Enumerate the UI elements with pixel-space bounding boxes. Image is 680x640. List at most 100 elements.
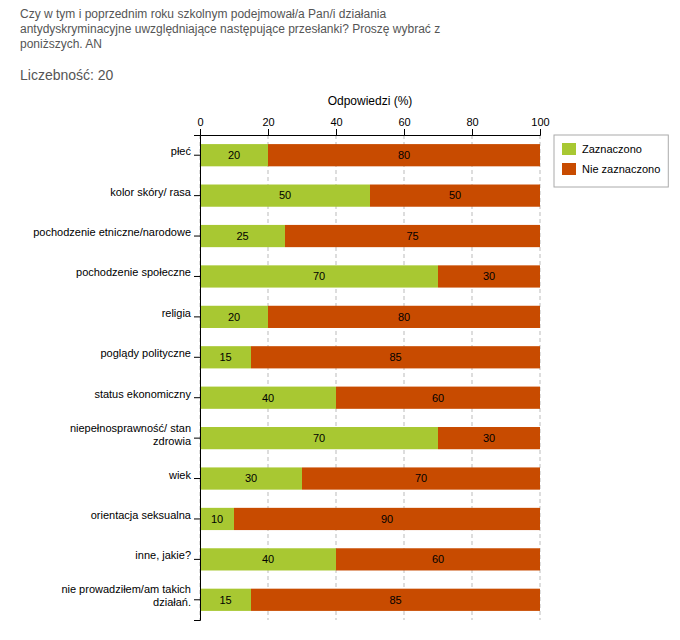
series bbox=[234, 144, 540, 611]
data-labels: 2050257020154070301040158050753080856030… bbox=[211, 149, 495, 606]
legend-frame bbox=[554, 135, 668, 187]
text-line: płeć bbox=[171, 145, 192, 157]
bar bbox=[438, 265, 540, 287]
tick: nie prowadziłem/am takichdziałań. bbox=[61, 583, 200, 608]
bar bbox=[268, 144, 540, 166]
bar bbox=[336, 387, 540, 409]
bar bbox=[200, 508, 234, 530]
bar bbox=[200, 144, 268, 166]
tick-label: 60 bbox=[398, 116, 410, 128]
data-label: 85 bbox=[389, 351, 401, 363]
x-axis-title: Odpowiedzi (%) bbox=[328, 94, 413, 108]
tick: niepełnosprawność/ stanzdrowia bbox=[70, 422, 200, 447]
bar bbox=[251, 589, 540, 611]
tick-label: orientacja seksualna bbox=[91, 509, 192, 521]
legend-label: Zaznaczono bbox=[582, 143, 642, 155]
tick: 40 bbox=[330, 116, 342, 135]
bar bbox=[438, 427, 540, 449]
tick-mark bbox=[194, 478, 200, 479]
axis-line bbox=[194, 136, 201, 621]
tick-mark bbox=[194, 316, 200, 317]
data-label: 75 bbox=[406, 230, 418, 242]
chart: Czy w tym i poprzednim roku szkolnym pod… bbox=[0, 0, 680, 640]
data-label: 20 bbox=[228, 311, 240, 323]
text-line: niepełnosprawność/ stan bbox=[70, 422, 191, 434]
data-label: 40 bbox=[262, 553, 274, 565]
legend-swatch bbox=[562, 143, 576, 155]
tick-mark bbox=[336, 129, 337, 135]
grid-line bbox=[404, 135, 405, 620]
text-line: antydyskryminacyjne uwzględniające nastę… bbox=[20, 22, 440, 36]
tick-label: 100 bbox=[531, 116, 549, 128]
data-label: 10 bbox=[211, 513, 223, 525]
bar bbox=[251, 346, 540, 368]
grid-line bbox=[336, 135, 337, 620]
y-axis: płeć kolor skóry/ rasa pochodzenie etniczn… bbox=[33, 136, 200, 621]
text-line: wiek bbox=[168, 469, 192, 481]
tick: wiek bbox=[168, 469, 200, 481]
tick: inne, jakie? bbox=[135, 549, 200, 561]
tick-label: poglądy polityczne bbox=[100, 347, 191, 359]
data-label: 40 bbox=[262, 392, 274, 404]
tick-mark bbox=[194, 559, 200, 560]
tick-mark bbox=[200, 129, 201, 135]
tick-label: 0 bbox=[197, 116, 203, 128]
tick-label: 80 bbox=[466, 116, 478, 128]
tick-label: status ekonomiczny bbox=[94, 388, 191, 400]
legend-item: Zaznaczono bbox=[562, 143, 642, 155]
text-line: poniższych. AN bbox=[20, 37, 102, 51]
tick: poglądy polityczne bbox=[100, 347, 200, 359]
data-label: 20 bbox=[228, 149, 240, 161]
tick-label: kolor skóry/ rasa bbox=[110, 186, 192, 198]
tick-mark bbox=[194, 518, 200, 519]
subtitle: Liczebność: 20 bbox=[20, 67, 114, 83]
tick: religia bbox=[162, 307, 200, 319]
tick: pochodzenie etniczne/narodowe bbox=[33, 226, 200, 238]
bar bbox=[200, 589, 251, 611]
text-line: orientacja seksualna bbox=[91, 509, 192, 521]
text-line: pochodzenie etniczne/narodowe bbox=[33, 226, 191, 238]
data-label: 60 bbox=[432, 392, 444, 404]
bar bbox=[370, 185, 540, 207]
tick-mark bbox=[472, 129, 473, 135]
series bbox=[200, 144, 438, 611]
tick-mark bbox=[194, 397, 200, 398]
data-label: 85 bbox=[389, 594, 401, 606]
tick-mark bbox=[194, 438, 200, 439]
bar bbox=[302, 467, 540, 489]
plot: 2050257020154070301040158050753080856030… bbox=[33, 94, 668, 621]
tick-mark bbox=[540, 129, 541, 135]
grid-line bbox=[268, 135, 269, 620]
text-line: pochodzenie społeczne bbox=[76, 266, 191, 278]
tick-mark bbox=[404, 129, 405, 135]
data-label: 50 bbox=[279, 189, 291, 201]
bar bbox=[200, 427, 438, 449]
data-label: 70 bbox=[313, 270, 325, 282]
bar bbox=[200, 346, 251, 368]
text-line: inne, jakie? bbox=[135, 549, 191, 561]
data-label: 30 bbox=[483, 270, 495, 282]
bar bbox=[200, 185, 370, 207]
bar bbox=[285, 225, 540, 247]
tick: 60 bbox=[398, 116, 410, 135]
legend: ZaznaczonoNie zaznaczono bbox=[554, 135, 668, 187]
data-label: 30 bbox=[483, 432, 495, 444]
text-line: status ekonomiczny bbox=[94, 388, 191, 400]
tick-mark bbox=[194, 236, 200, 237]
text-line: zdrowia bbox=[153, 435, 192, 447]
tick: status ekonomiczny bbox=[94, 388, 200, 400]
x-axis: 020406080100 bbox=[197, 116, 549, 136]
legend-swatch bbox=[562, 163, 576, 175]
bar bbox=[200, 467, 302, 489]
text-line: religia bbox=[162, 307, 192, 319]
data-label: 25 bbox=[236, 230, 248, 242]
title: Czy w tym i poprzednim roku szkolnym pod… bbox=[20, 7, 440, 51]
bar bbox=[234, 508, 540, 530]
tick-label: pochodzenie społeczne bbox=[76, 266, 191, 278]
bar bbox=[268, 306, 540, 328]
tick-mark bbox=[194, 599, 200, 600]
text-line: kolor skóry/ rasa bbox=[110, 186, 192, 198]
data-label: 80 bbox=[398, 311, 410, 323]
tick-mark bbox=[194, 276, 200, 277]
data-label: 60 bbox=[432, 553, 444, 565]
